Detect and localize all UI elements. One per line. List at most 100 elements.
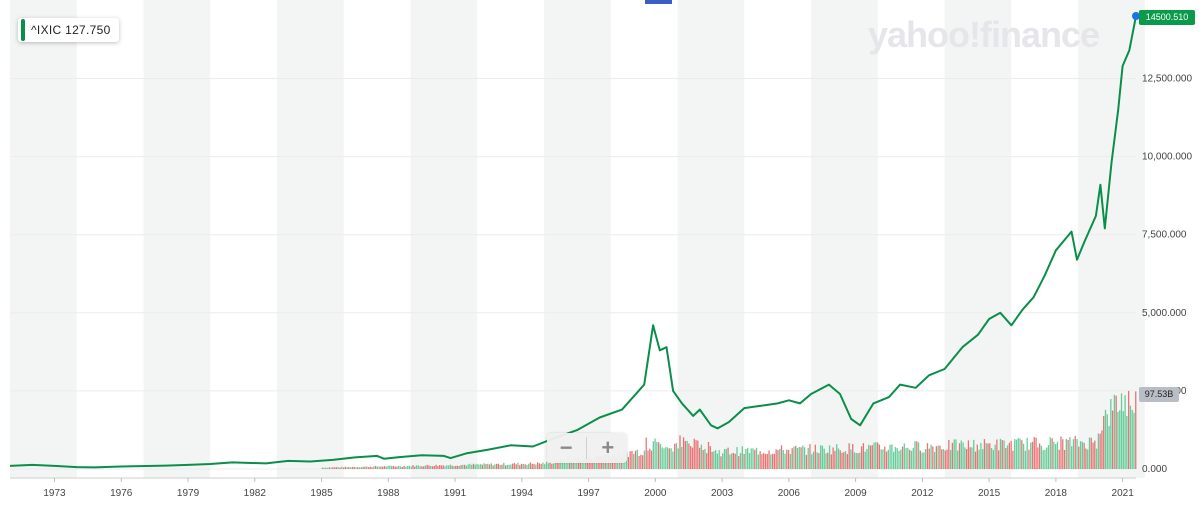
volume-bar bbox=[1049, 437, 1051, 469]
volume-bar bbox=[645, 437, 647, 469]
volume-bar bbox=[520, 463, 523, 469]
x-tick-label: 1994 bbox=[511, 488, 534, 499]
volume-bar bbox=[1124, 395, 1126, 469]
volume-bar bbox=[949, 449, 952, 469]
volume-bar bbox=[962, 442, 964, 469]
year-band bbox=[944, 0, 1012, 478]
volume-bar bbox=[1026, 437, 1028, 469]
year-band bbox=[811, 0, 878, 478]
volume-bar bbox=[1103, 415, 1105, 469]
volume-bar bbox=[905, 448, 907, 469]
volume-bar bbox=[503, 462, 505, 469]
volume-bar bbox=[795, 445, 797, 469]
volume-bar bbox=[770, 454, 772, 469]
volume-bar bbox=[866, 448, 868, 469]
volume-bar bbox=[834, 450, 836, 469]
volume-bar bbox=[1062, 439, 1064, 469]
volume-bar bbox=[403, 465, 405, 469]
volume-bar bbox=[437, 466, 439, 469]
price-line bbox=[9, 15, 1137, 469]
volume-bar bbox=[567, 458, 569, 469]
volume-bar bbox=[1117, 411, 1119, 469]
volume-bar bbox=[428, 465, 430, 469]
year-band bbox=[544, 0, 611, 478]
last-point-marker bbox=[1132, 12, 1140, 20]
volume-bar bbox=[702, 450, 704, 469]
volume-bar bbox=[998, 450, 1000, 469]
zoom-in-button[interactable]: + bbox=[601, 435, 615, 460]
volume-bar bbox=[766, 453, 768, 469]
ticker-legend[interactable]: ^IXIC 127.750 bbox=[18, 18, 119, 42]
x-tick-label: 1985 bbox=[310, 488, 333, 499]
volume-bar bbox=[1037, 447, 1039, 469]
volume-bar bbox=[1017, 438, 1019, 469]
volume-bar bbox=[1031, 441, 1034, 469]
volume-bar bbox=[875, 442, 877, 469]
volume-bar bbox=[483, 463, 485, 469]
volume-bar bbox=[1081, 441, 1084, 469]
zoom-out-button[interactable]: − bbox=[559, 435, 573, 460]
y-tick-label: 0.000 bbox=[1142, 464, 1167, 475]
volume-bar bbox=[1021, 440, 1023, 469]
volume-bar bbox=[332, 467, 334, 469]
volume-bar bbox=[533, 463, 535, 469]
volume-bar bbox=[638, 456, 640, 469]
volume-bar bbox=[1087, 449, 1089, 469]
volume-bar bbox=[713, 451, 715, 469]
volume-bar bbox=[654, 438, 656, 469]
volume-bar bbox=[775, 449, 777, 469]
volume-bar bbox=[741, 446, 743, 469]
volume-bar bbox=[909, 449, 911, 469]
volume-bar bbox=[876, 442, 879, 469]
volume-bar bbox=[666, 447, 669, 469]
volume-bar bbox=[547, 463, 549, 469]
volume-bar bbox=[551, 463, 553, 469]
volume-bar bbox=[563, 461, 565, 469]
volume-bar bbox=[682, 437, 685, 469]
volume-bar bbox=[732, 452, 735, 469]
volume-bar bbox=[686, 440, 688, 469]
volume-bar bbox=[787, 450, 790, 469]
volume-bar bbox=[974, 451, 977, 469]
volume-bar bbox=[725, 448, 727, 469]
volume-bar bbox=[665, 447, 667, 469]
volume-bar bbox=[955, 439, 957, 469]
volume-bar bbox=[718, 450, 720, 469]
year-band bbox=[677, 0, 745, 478]
volume-bar bbox=[1060, 436, 1062, 469]
volume-bar bbox=[549, 461, 551, 469]
volume-bar bbox=[912, 447, 914, 469]
volume-bar bbox=[593, 457, 596, 469]
volume-bar bbox=[485, 464, 487, 469]
volume-bar bbox=[362, 466, 364, 469]
volume-bar bbox=[492, 465, 494, 469]
volume-bar bbox=[369, 466, 371, 469]
volume-bar bbox=[850, 449, 852, 469]
volume-bar bbox=[426, 464, 428, 469]
volume-bar bbox=[328, 467, 330, 469]
x-tick-label: 2015 bbox=[978, 488, 1001, 499]
volume-bar bbox=[684, 440, 687, 469]
volume-bar bbox=[987, 443, 989, 469]
volume-bar bbox=[971, 447, 973, 469]
top-tab-indicator[interactable] bbox=[645, 0, 672, 4]
volume-bar bbox=[887, 449, 889, 469]
volume-bar bbox=[535, 464, 537, 469]
volume-bar bbox=[506, 464, 508, 469]
volume-bar bbox=[1047, 445, 1050, 469]
volume-bar bbox=[1053, 441, 1055, 469]
volume-bar bbox=[405, 466, 407, 469]
volume-bar bbox=[736, 447, 738, 469]
yahoo-finance-logo: yahoo!finance bbox=[868, 14, 1100, 55]
volume-bar bbox=[481, 464, 484, 469]
volume-bar bbox=[714, 449, 717, 469]
volume-bar bbox=[430, 465, 432, 469]
volume-bar bbox=[907, 447, 909, 469]
volume-bar bbox=[828, 445, 831, 469]
volume-bar bbox=[565, 462, 567, 469]
volume-bar bbox=[1022, 443, 1025, 469]
volume-bar bbox=[926, 443, 929, 469]
volume-bar bbox=[609, 458, 612, 469]
volume-bar bbox=[499, 464, 501, 469]
